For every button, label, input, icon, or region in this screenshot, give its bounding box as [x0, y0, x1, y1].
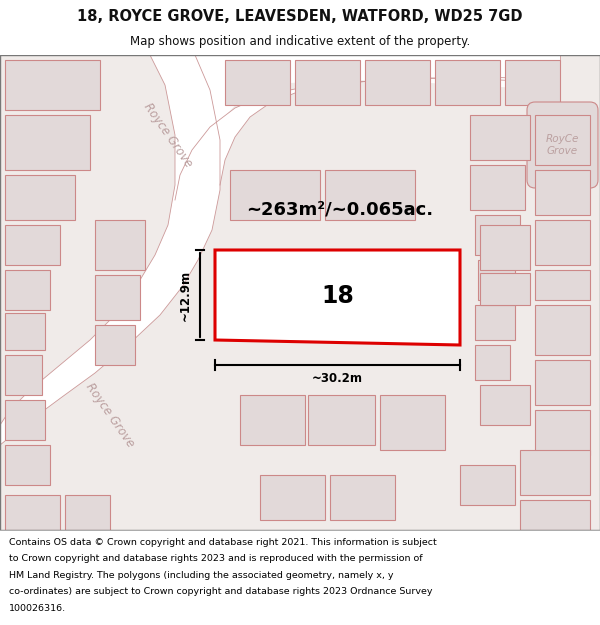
- Polygon shape: [0, 55, 220, 445]
- Polygon shape: [520, 500, 590, 530]
- Polygon shape: [475, 345, 510, 380]
- Text: to Crown copyright and database rights 2023 and is reproduced with the permissio: to Crown copyright and database rights 2…: [9, 554, 422, 563]
- Text: ~30.2m: ~30.2m: [312, 372, 363, 386]
- Polygon shape: [330, 475, 395, 520]
- Polygon shape: [365, 60, 430, 105]
- Polygon shape: [5, 400, 45, 440]
- Polygon shape: [5, 270, 50, 310]
- Text: Royce Grove: Royce Grove: [83, 381, 137, 449]
- Polygon shape: [95, 275, 140, 320]
- Polygon shape: [5, 115, 90, 170]
- Polygon shape: [295, 60, 360, 105]
- Polygon shape: [475, 305, 515, 340]
- Text: ~263m²/~0.065ac.: ~263m²/~0.065ac.: [247, 201, 434, 219]
- Polygon shape: [195, 55, 560, 155]
- Text: HM Land Registry. The polygons (including the associated geometry, namely x, y: HM Land Registry. The polygons (includin…: [9, 571, 394, 580]
- Polygon shape: [225, 60, 290, 105]
- Polygon shape: [5, 495, 60, 530]
- Polygon shape: [5, 60, 100, 110]
- Polygon shape: [520, 450, 590, 495]
- Polygon shape: [480, 385, 530, 425]
- Polygon shape: [230, 170, 320, 220]
- Polygon shape: [460, 465, 515, 505]
- Polygon shape: [5, 355, 42, 395]
- Polygon shape: [95, 325, 135, 365]
- Polygon shape: [215, 250, 460, 345]
- Polygon shape: [480, 273, 530, 305]
- Polygon shape: [475, 215, 520, 255]
- Polygon shape: [5, 445, 50, 485]
- Text: 18: 18: [321, 284, 354, 308]
- Polygon shape: [5, 313, 45, 350]
- Text: Map shows position and indicative extent of the property.: Map shows position and indicative extent…: [130, 35, 470, 48]
- Polygon shape: [435, 60, 500, 105]
- Polygon shape: [478, 260, 515, 300]
- FancyBboxPatch shape: [527, 102, 598, 188]
- Polygon shape: [535, 115, 590, 165]
- Polygon shape: [535, 270, 590, 300]
- Text: co-ordinates) are subject to Crown copyright and database rights 2023 Ordnance S: co-ordinates) are subject to Crown copyr…: [9, 588, 433, 596]
- Polygon shape: [535, 170, 590, 215]
- Text: 100026316.: 100026316.: [9, 604, 66, 613]
- Text: ~12.9m: ~12.9m: [179, 269, 192, 321]
- Polygon shape: [5, 175, 75, 220]
- Polygon shape: [470, 115, 530, 160]
- Text: Royce Grove: Royce Grove: [141, 101, 195, 169]
- Polygon shape: [65, 495, 110, 530]
- Polygon shape: [480, 225, 530, 270]
- Polygon shape: [470, 165, 525, 210]
- Polygon shape: [260, 475, 325, 520]
- Polygon shape: [95, 220, 145, 270]
- Polygon shape: [240, 395, 305, 445]
- Text: Contains OS data © Crown copyright and database right 2021. This information is : Contains OS data © Crown copyright and d…: [9, 538, 437, 547]
- Polygon shape: [150, 55, 560, 140]
- Text: RoyCe
Grove: RoyCe Grove: [545, 134, 578, 156]
- Polygon shape: [535, 360, 590, 405]
- Polygon shape: [325, 170, 415, 220]
- Polygon shape: [535, 410, 590, 455]
- Text: 18, ROYCE GROVE, LEAVESDEN, WATFORD, WD25 7GD: 18, ROYCE GROVE, LEAVESDEN, WATFORD, WD2…: [77, 9, 523, 24]
- Polygon shape: [535, 305, 590, 355]
- Polygon shape: [505, 60, 560, 105]
- Polygon shape: [535, 220, 590, 265]
- Polygon shape: [308, 395, 375, 445]
- Polygon shape: [380, 395, 445, 450]
- Polygon shape: [175, 77, 560, 200]
- Polygon shape: [5, 225, 60, 265]
